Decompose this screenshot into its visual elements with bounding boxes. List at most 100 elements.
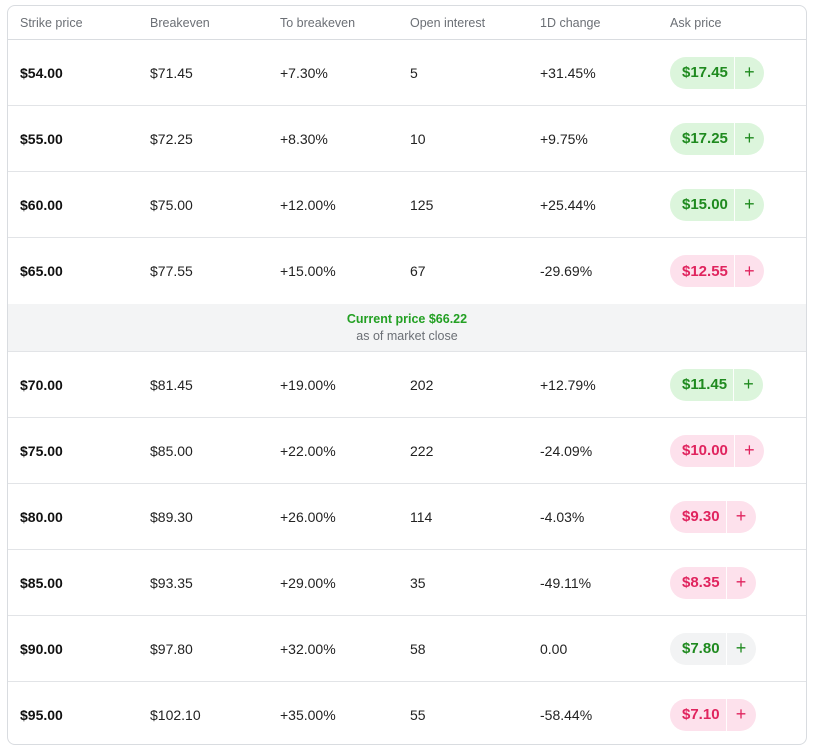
header-1d-change: 1D change xyxy=(540,15,601,30)
to-breakeven-cell: +29.00% xyxy=(280,574,336,591)
open-interest-cell: 202 xyxy=(410,376,434,393)
breakeven-cell: $75.00 xyxy=(150,196,193,213)
header-open-interest: Open interest xyxy=(410,15,486,30)
plus-icon[interactable]: + xyxy=(725,500,756,533)
open-interest-cell: 125 xyxy=(410,196,434,213)
open-interest-cell: 5 xyxy=(410,64,418,81)
table-header: Strike price Breakeven To breakeven Open… xyxy=(8,6,806,40)
plus-icon[interactable]: + xyxy=(725,566,756,599)
current-price-banner: Current price $66.22 as of market close xyxy=(8,304,806,352)
ask-price-cell: $7.80 + xyxy=(658,632,806,665)
change-1d-cell: +9.75% xyxy=(540,130,588,147)
ask-price-cell: $8.35 + xyxy=(658,566,806,599)
plus-icon[interactable]: + xyxy=(733,188,764,221)
open-interest-cell: 10 xyxy=(410,130,426,147)
ask-price-button[interactable]: $9.30 + xyxy=(670,500,756,533)
ask-price-value: $7.10 xyxy=(682,706,720,723)
to-breakeven-cell: +7.30% xyxy=(280,64,328,81)
breakeven-cell: $102.10 xyxy=(150,706,201,723)
ask-price-value: $17.25 xyxy=(682,130,728,147)
ask-price-button[interactable]: $8.35 + xyxy=(670,566,756,599)
ask-price-button[interactable]: $7.80 + xyxy=(670,632,756,665)
table-row[interactable]: $85.00 $93.35 +29.00% 35 -49.11% $8.35 + xyxy=(8,550,806,616)
rows-below-current-price: $70.00 $81.45 +19.00% 202 +12.79% $11.45… xyxy=(8,352,806,744)
open-interest-cell: 58 xyxy=(410,640,426,657)
breakeven-cell: $89.30 xyxy=(150,508,193,525)
plus-icon[interactable]: + xyxy=(725,698,756,731)
plus-icon[interactable]: + xyxy=(733,56,764,89)
ask-price-cell: $17.25 + xyxy=(658,122,806,155)
ask-price-cell: $12.55 + xyxy=(658,255,806,287)
breakeven-cell: $71.45 xyxy=(150,64,193,81)
open-interest-cell: 55 xyxy=(410,706,426,723)
ask-price-button[interactable]: $12.55 + xyxy=(670,255,764,287)
ask-price-value: $10.00 xyxy=(682,442,728,459)
strike-price-cell: $70.00 xyxy=(20,376,63,393)
breakeven-cell: $77.55 xyxy=(150,263,193,279)
current-price-label: Current price $66.22 xyxy=(346,311,468,326)
options-chain-table: Strike price Breakeven To breakeven Open… xyxy=(7,5,807,745)
header-breakeven: Breakeven xyxy=(150,15,210,30)
change-1d-cell: +12.79% xyxy=(540,376,596,393)
change-1d-cell: +31.45% xyxy=(540,64,596,81)
plus-icon[interactable]: + xyxy=(733,255,764,287)
ask-price-cell: $10.00 + xyxy=(658,434,806,467)
ask-price-value: $7.80 xyxy=(682,640,720,657)
strike-price-cell: $95.00 xyxy=(20,706,63,723)
header-to-breakeven: To breakeven xyxy=(280,15,356,30)
breakeven-cell: $97.80 xyxy=(150,640,193,657)
ask-price-button[interactable]: $15.00 + xyxy=(670,188,764,221)
table-row[interactable]: $65.00 $77.55 +15.00% 67 -29.69% $12.55 … xyxy=(8,238,806,304)
strike-price-cell: $55.00 xyxy=(20,130,63,147)
table-row[interactable]: $70.00 $81.45 +19.00% 202 +12.79% $11.45… xyxy=(8,352,806,418)
table-row[interactable]: $95.00 $102.10 +35.00% 55 -58.44% $7.10 … xyxy=(8,682,806,744)
table-row[interactable]: $80.00 $89.30 +26.00% 114 -4.03% $9.30 + xyxy=(8,484,806,550)
to-breakeven-cell: +19.00% xyxy=(280,376,336,393)
change-1d-cell: 0.00 xyxy=(540,640,568,657)
open-interest-cell: 67 xyxy=(410,263,426,279)
table-row[interactable]: $60.00 $75.00 +12.00% 125 +25.44% $15.00… xyxy=(8,172,806,238)
ask-price-button[interactable]: $17.25 + xyxy=(670,122,764,155)
table-row[interactable]: $75.00 $85.00 +22.00% 222 -24.09% $10.00… xyxy=(8,418,806,484)
ask-price-value: $12.55 xyxy=(682,262,728,280)
ask-price-cell: $11.45 + xyxy=(658,368,806,401)
plus-icon[interactable]: + xyxy=(733,434,764,467)
breakeven-cell: $81.45 xyxy=(150,376,193,393)
ask-price-cell: $9.30 + xyxy=(658,500,806,533)
open-interest-cell: 222 xyxy=(410,442,434,459)
ask-price-button[interactable]: $7.10 + xyxy=(670,698,756,731)
ask-price-button[interactable]: $11.45 + xyxy=(670,368,764,401)
breakeven-cell: $93.35 xyxy=(150,574,193,591)
ask-price-value: $9.30 xyxy=(682,508,720,525)
ask-price-button[interactable]: $17.45 + xyxy=(670,56,764,89)
change-1d-cell: -49.11% xyxy=(540,574,592,591)
table-row[interactable]: $90.00 $97.80 +32.00% 58 0.00 $7.80 + xyxy=(8,616,806,682)
strike-price-cell: $60.00 xyxy=(20,196,63,213)
change-1d-cell: -4.03% xyxy=(540,508,585,525)
breakeven-cell: $72.25 xyxy=(150,130,193,147)
table-row[interactable]: $54.00 $71.45 +7.30% 5 +31.45% $17.45 + xyxy=(8,40,806,106)
header-ask-price: Ask price xyxy=(670,15,722,30)
strike-price-cell: $90.00 xyxy=(20,640,63,657)
rows-above-current-price: $54.00 $71.45 +7.30% 5 +31.45% $17.45 + … xyxy=(8,40,806,304)
change-1d-cell: +25.44% xyxy=(540,196,596,213)
to-breakeven-cell: +32.00% xyxy=(280,640,336,657)
plus-icon[interactable]: + xyxy=(733,122,764,155)
to-breakeven-cell: +15.00% xyxy=(280,263,336,279)
strike-price-cell: $65.00 xyxy=(20,263,63,279)
strike-price-cell: $80.00 xyxy=(20,508,63,525)
to-breakeven-cell: +8.30% xyxy=(280,130,328,147)
to-breakeven-cell: +35.00% xyxy=(280,706,336,723)
table-row[interactable]: $55.00 $72.25 +8.30% 10 +9.75% $17.25 + xyxy=(8,106,806,172)
breakeven-cell: $85.00 xyxy=(150,442,193,459)
ask-price-value: $8.35 xyxy=(682,574,720,591)
plus-icon[interactable]: + xyxy=(725,632,756,665)
ask-price-value: $15.00 xyxy=(682,196,728,213)
ask-price-value: $11.45 xyxy=(682,376,728,393)
change-1d-cell: -24.09% xyxy=(540,442,593,459)
plus-icon[interactable]: + xyxy=(733,368,763,401)
strike-price-cell: $85.00 xyxy=(20,574,63,591)
ask-price-value: $17.45 xyxy=(682,64,728,81)
ask-price-button[interactable]: $10.00 + xyxy=(670,434,764,467)
ask-price-cell: $7.10 + xyxy=(658,698,806,731)
